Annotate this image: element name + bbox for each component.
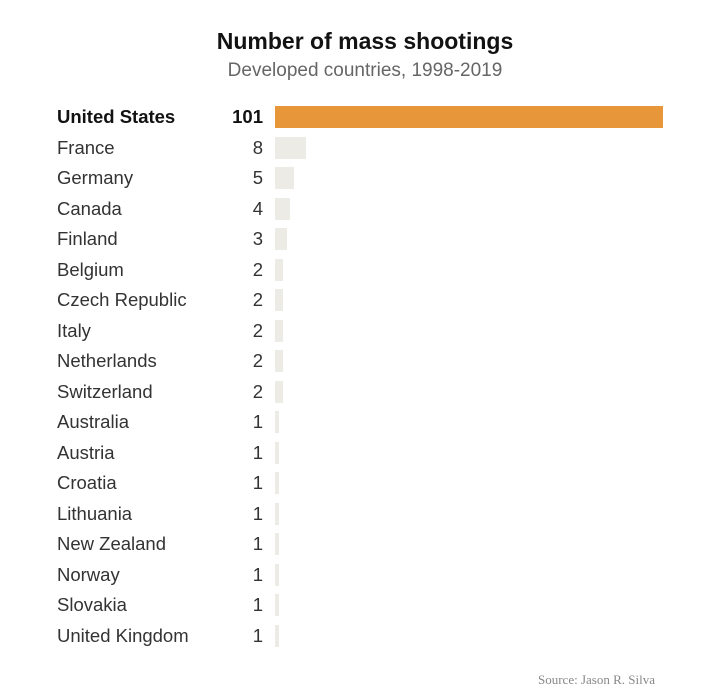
bar-row: New Zealand 1 <box>0 528 720 559</box>
category-label: Germany <box>57 167 134 188</box>
chart-title: Number of mass shootings <box>216 28 514 54</box>
bar <box>275 441 279 464</box>
bar-row: France 8 <box>0 132 720 163</box>
value-label: 2 <box>252 380 263 402</box>
value-label: 4 <box>252 197 263 219</box>
category-label: Croatia <box>57 472 117 493</box>
value-label: 2 <box>252 258 263 280</box>
bar-row: Lithuania 1 <box>0 498 720 529</box>
category-label: Switzerland <box>57 380 153 402</box>
bar <box>275 197 291 220</box>
value-label: 5 <box>252 167 263 188</box>
category-label: Slovakia <box>57 594 127 615</box>
bar <box>275 167 295 189</box>
bar-row: Switzerland 2 <box>0 376 720 407</box>
bar-row: Italy 2 <box>0 315 720 346</box>
category-label: France <box>57 136 115 158</box>
bar <box>275 472 279 494</box>
bar <box>275 563 279 586</box>
bar-row: Croatia 1 <box>0 467 720 498</box>
bar-row: Germany 5 <box>0 162 720 193</box>
bar <box>275 350 283 372</box>
category-label: Austria <box>57 441 115 463</box>
category-label: Australia <box>57 411 129 432</box>
chart-subtitle: Developed countries, 1998-2019 <box>227 60 503 81</box>
bar <box>275 136 306 159</box>
value-label: 1 <box>252 411 263 432</box>
bar-row: Norway 1 <box>0 559 720 590</box>
value-label: 1 <box>252 624 263 646</box>
value-label: 1 <box>252 441 263 463</box>
bar-row: United States 101 <box>0 101 720 132</box>
bar <box>275 502 279 525</box>
bar-row: Slovakia 1 <box>0 589 720 620</box>
bar <box>275 594 279 616</box>
bar <box>275 624 279 647</box>
bar <box>275 258 283 281</box>
value-label: 1 <box>252 533 263 554</box>
category-label: Belgium <box>57 258 124 280</box>
value-label: 1 <box>252 472 263 493</box>
value-label: 8 <box>252 136 263 158</box>
value-label: 2 <box>252 289 263 310</box>
value-label: 1 <box>252 502 263 524</box>
bar <box>275 411 279 433</box>
category-label: Norway <box>57 563 120 585</box>
bar-row: Czech Republic 2 <box>0 284 720 315</box>
bar-chart: United States 101 France 8 Germany 5 Canada 4 Fi… <box>0 101 720 650</box>
value-label: 1 <box>252 594 263 615</box>
bar-row: Netherlands 2 <box>0 345 720 376</box>
value-label: 2 <box>252 350 263 371</box>
bar-row: Austria 1 <box>0 437 720 468</box>
category-label: Canada <box>57 197 122 219</box>
category-label: Italy <box>57 319 91 341</box>
category-label: New Zealand <box>57 533 167 554</box>
bar <box>275 106 663 128</box>
bar-row: Finland 3 <box>0 223 720 254</box>
bar <box>275 533 279 555</box>
bar-row: Canada 4 <box>0 193 720 224</box>
bar-row: United Kingdom 1 <box>0 620 720 651</box>
bar <box>275 289 283 311</box>
bar-row: Australia 1 <box>0 406 720 437</box>
category-label: Czech Republic <box>57 289 187 310</box>
bar <box>275 228 287 250</box>
category-label: Finland <box>57 228 118 249</box>
source-note: Source: Jason R. Silva <box>538 672 655 687</box>
value-label: 1 <box>252 563 263 585</box>
category-label: Netherlands <box>57 350 157 371</box>
bar <box>275 380 283 403</box>
bar-row: Belgium 2 <box>0 254 720 285</box>
category-label: Lithuania <box>57 502 133 524</box>
bar <box>275 319 283 342</box>
category-label: United States <box>57 106 176 127</box>
category-label: United Kingdom <box>57 624 189 646</box>
value-label: 3 <box>252 228 263 249</box>
value-label: 2 <box>252 319 263 341</box>
value-label: 101 <box>232 106 263 127</box>
